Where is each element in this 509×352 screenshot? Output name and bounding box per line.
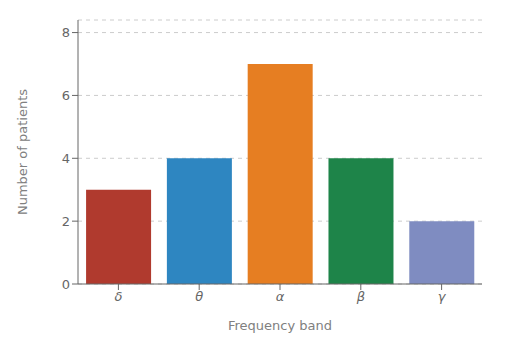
svg-text:4: 4 (62, 151, 70, 166)
svg-text:β: β (356, 289, 365, 304)
svg-text:θ: θ (195, 289, 203, 304)
svg-text:γ: γ (438, 289, 447, 304)
svg-text:Frequency band: Frequency band (228, 318, 332, 333)
svg-text:0: 0 (62, 277, 70, 292)
svg-text:δ: δ (114, 289, 122, 304)
svg-text:2: 2 (62, 214, 70, 229)
svg-text:Number of patients: Number of patients (15, 89, 30, 215)
svg-text:α: α (276, 289, 285, 304)
svg-text:8: 8 (62, 25, 70, 40)
svg-text:6: 6 (62, 88, 70, 103)
